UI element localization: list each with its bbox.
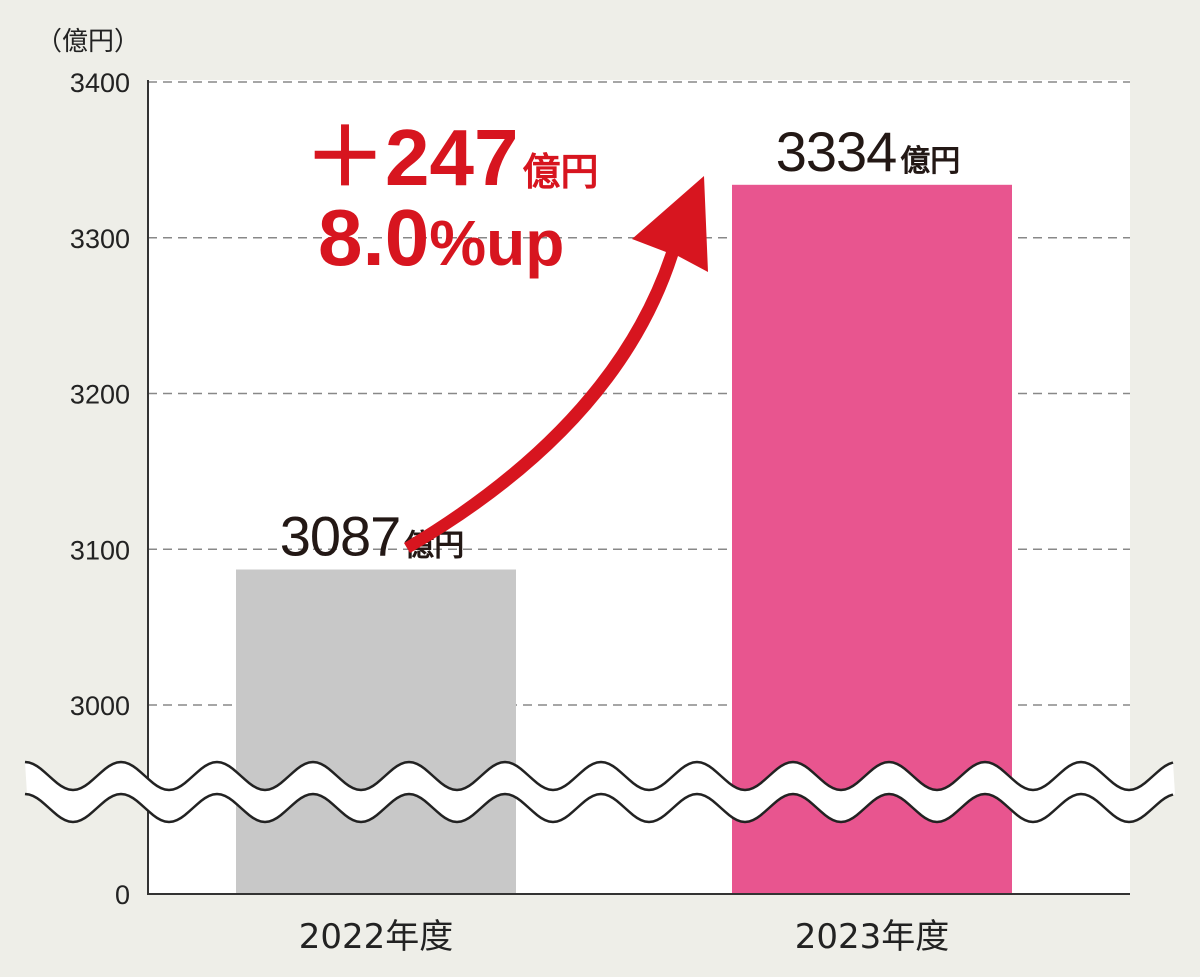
axis-break-band — [25, 762, 1175, 822]
y-tick-label: 3100 — [70, 535, 130, 565]
x-tick-label: 2023年度 — [795, 917, 950, 957]
y-axis — [147, 80, 1130, 895]
growth-amount-unit: 億円 — [522, 150, 598, 194]
y-tick-labels: 0 3000 3100 3200 3300 3400 — [70, 68, 130, 910]
x-tick-labels: 2022年度 2023年度 — [299, 917, 950, 957]
data-label: 3334 億円 — [776, 120, 961, 183]
y-tick-label: 3200 — [70, 380, 130, 410]
growth-arrow-body — [404, 176, 708, 553]
growth-amount: ＋247 億円 — [305, 113, 599, 202]
axis-break-wave-top — [24, 760, 1174, 792]
growth-percent-number: 8.0 — [318, 193, 429, 282]
data-label-number: 3087 — [280, 504, 401, 567]
growth-annotation: ＋247 億円 8.0%up — [305, 113, 599, 282]
axis-break — [24, 760, 1175, 824]
y-tick-label: 3300 — [70, 224, 130, 254]
growth-amount-number: ＋247 — [305, 113, 518, 202]
y-unit-label: （億円） — [36, 27, 140, 57]
y-tick-label: 3400 — [70, 68, 130, 98]
y-tick-label: 0 — [115, 880, 130, 910]
data-label-number: 3334 — [776, 120, 897, 183]
growth-arrow — [404, 176, 708, 553]
bar — [236, 569, 516, 894]
axis-break-wave-bottom — [24, 792, 1174, 824]
x-tick-label: 2022年度 — [299, 917, 454, 957]
growth-percent: 8.0%up — [318, 193, 564, 282]
data-label-unit: 億円 — [900, 144, 960, 179]
growth-percent-unit: %up — [429, 207, 564, 279]
y-tick-label: 3000 — [70, 691, 130, 721]
